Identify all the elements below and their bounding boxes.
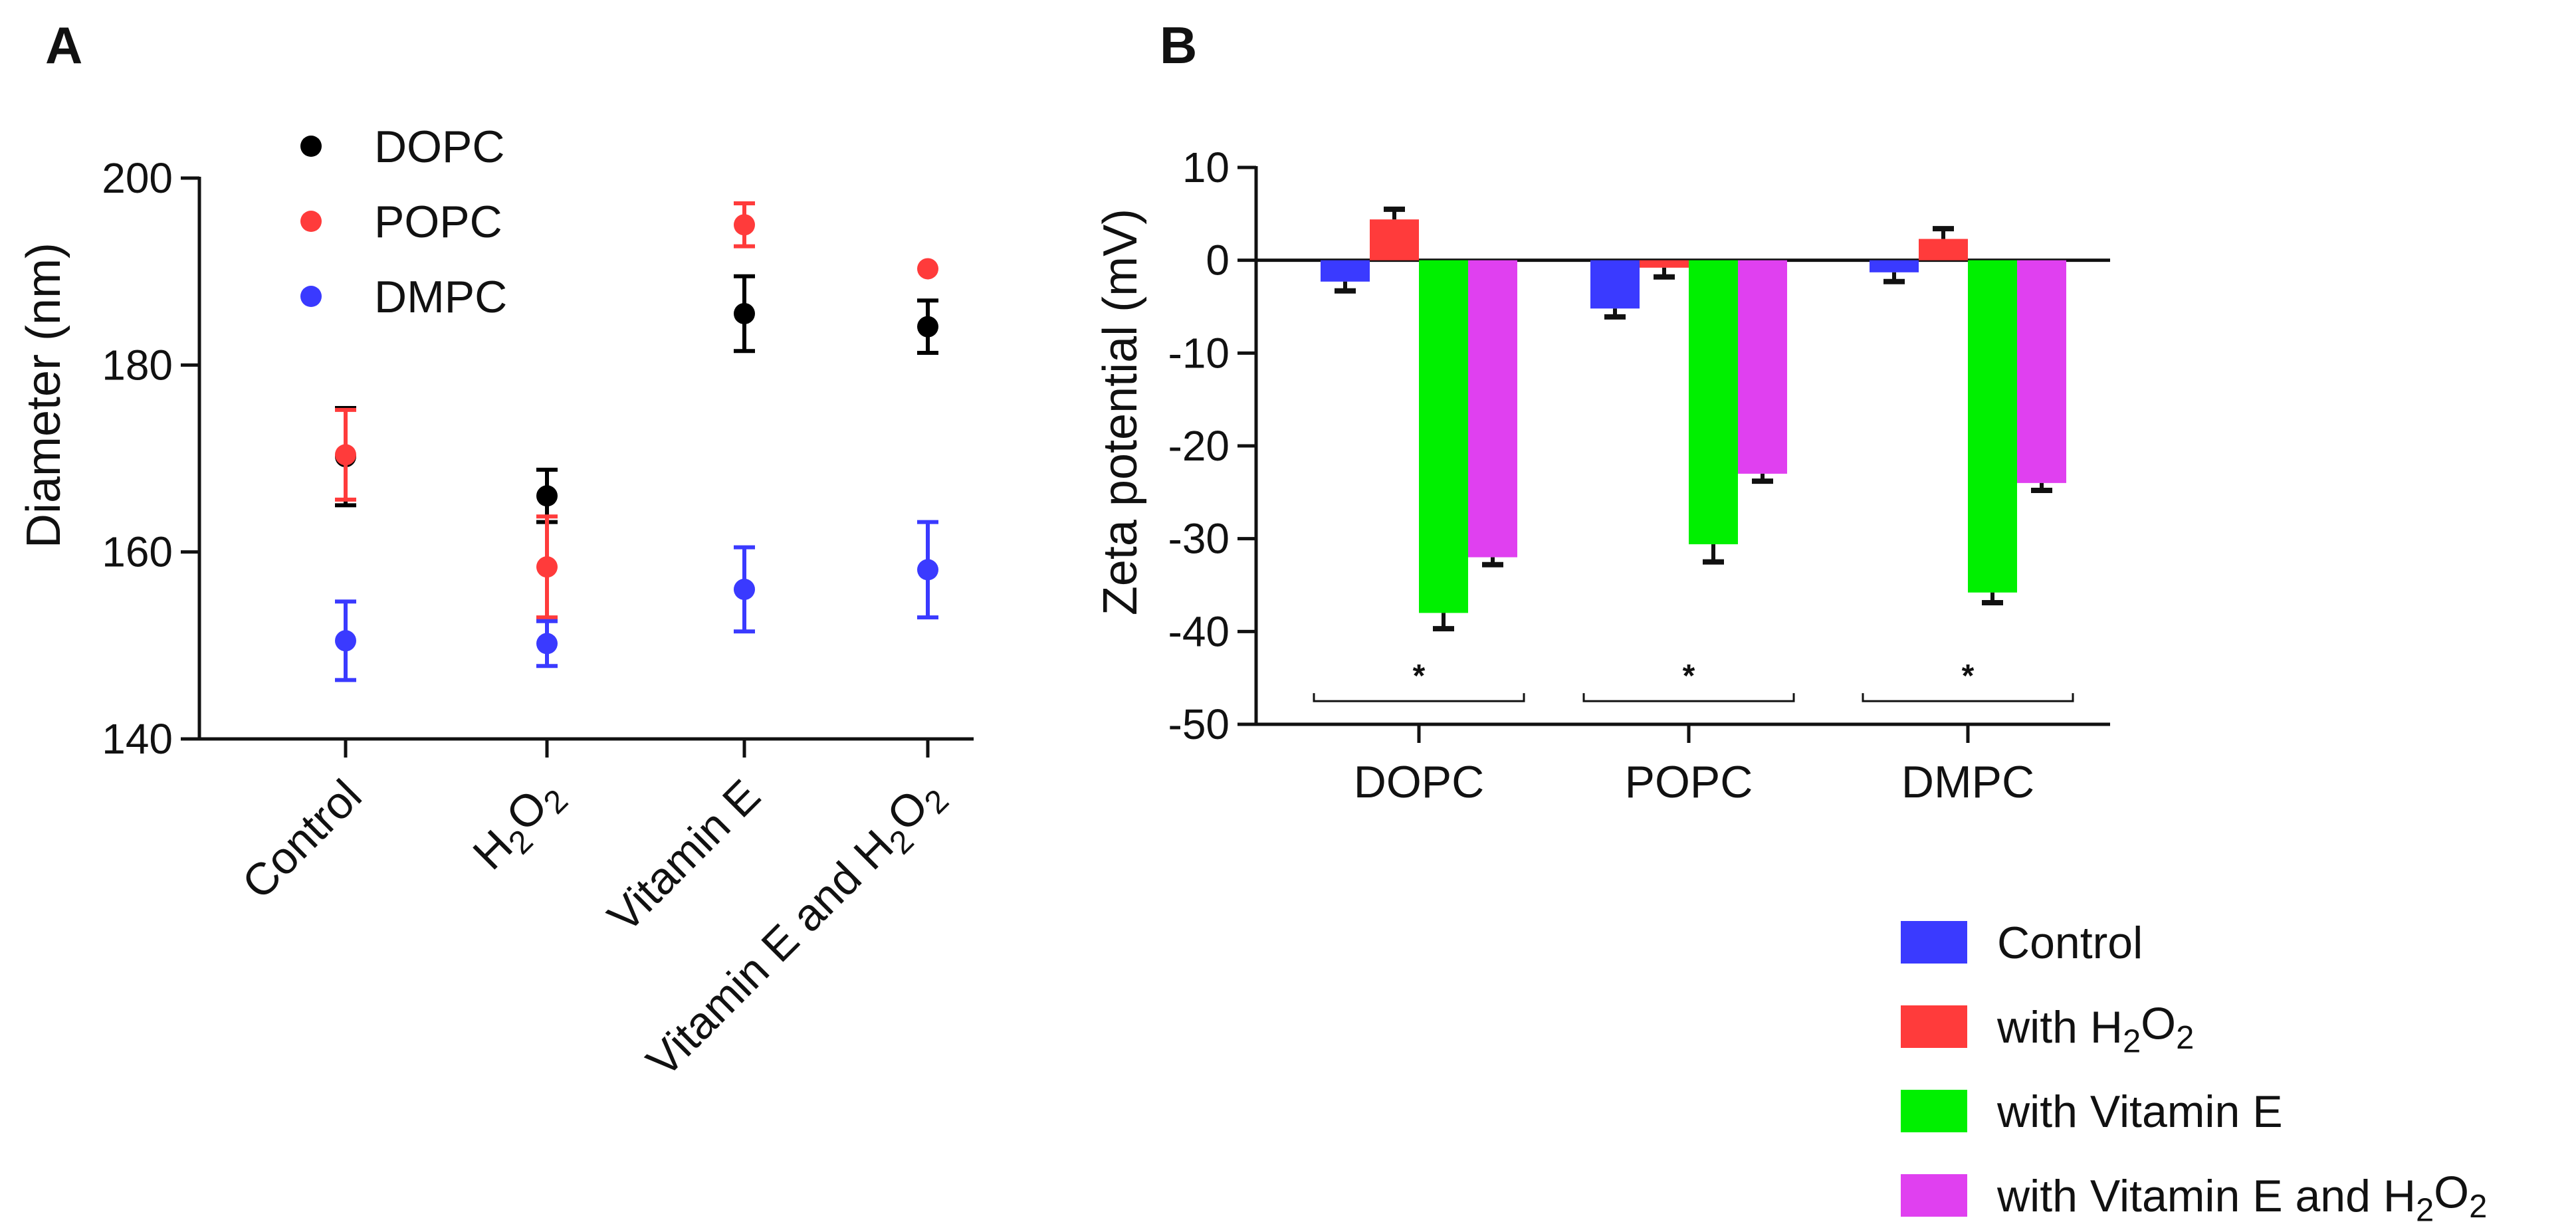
panel-b-x-tick-label: POPC: [1625, 757, 1753, 807]
panel-b-y-tick-label: 10: [1182, 144, 1230, 191]
panel-a-plot-area: 140 160 180 200 Control H2O2 Vitamin EVitamin …: [102, 154, 974, 1092]
panel-a-point-dmpc: [734, 578, 755, 600]
panel-a-legend-label: DMPC: [374, 272, 507, 322]
panel-a-x-tick-label: Control: [233, 770, 372, 909]
panel-a-point-popc: [536, 556, 558, 578]
panel-b-letter: B: [1160, 16, 1197, 74]
panel-a-legend-marker: [300, 136, 322, 157]
panel-a-point-dmpc: [335, 630, 356, 652]
panel-b-legend-swatch: [1901, 1005, 1967, 1048]
panel-a-x-tick-label: H2O2: [461, 767, 578, 884]
panel-b-significance-star: *: [1962, 659, 1975, 694]
panel-b-legend-label: Control: [1997, 918, 2143, 968]
panel-b-significance-bracket: [1313, 693, 1525, 702]
panel-b-bar: [1968, 260, 2017, 593]
panel-b-significance-star: *: [1683, 659, 1695, 694]
panel-b-legend-label: with Vitamin E and H2O2: [1996, 1167, 2487, 1226]
panel-a-point-popc: [734, 214, 755, 236]
panel-a-point-popc: [917, 258, 938, 280]
panel-b-y-tick-label: 0: [1206, 237, 1230, 284]
panel-a-legend-marker: [300, 211, 322, 232]
panel-a-point-dopc: [917, 316, 938, 338]
panel-a-x-tick-label: Vitamin E and H2O2: [634, 767, 958, 1092]
panel-a-y-tick-label: 140: [102, 715, 173, 763]
panel-b-legend-label: with H2O2: [1996, 998, 2194, 1059]
panel-b-y-tick-label: -50: [1168, 700, 1230, 748]
panel-a-y-tick-label: 180: [102, 341, 173, 389]
panel-b-x-tick-label: DOPC: [1354, 757, 1484, 807]
panel-b-bar: [1321, 260, 1370, 282]
panel-b-bar: [1689, 260, 1738, 545]
panel-b-bar: [1919, 239, 1968, 260]
panel-a-y-axis-title: Diameter (nm): [17, 243, 70, 548]
panel-a-y-tick-label: 160: [102, 528, 173, 576]
panel-a-legend-label: POPC: [374, 197, 502, 247]
panel-b-bar: [1738, 260, 1787, 474]
panel-a-point-dopc: [734, 302, 755, 324]
panel-b-significance-bracket: [1582, 693, 1795, 702]
panel-a-legend-marker: [300, 286, 322, 307]
panel-b-y-tick-label: -30: [1168, 515, 1230, 563]
panel-a-point-popc: [335, 444, 356, 466]
panel-b-significance-bracket: [1862, 693, 2074, 702]
panel-b-bar: [2017, 260, 2066, 483]
panel-b-legend: Control with H2O2 with Vitamin E with Vitam…: [1901, 918, 2487, 1226]
panel-b-bar: [1640, 260, 1689, 268]
panel-b-bar: [1370, 219, 1419, 260]
panel-a-legend: DOPC POPC DMPC: [300, 122, 507, 322]
panel-a-point-dmpc: [536, 633, 558, 655]
panel-b-legend-label: with Vitamin E: [1996, 1086, 2283, 1137]
panel-b-y-axis-title: Zeta potential (mV): [1094, 209, 1147, 615]
panel-b-y-tick-label: -40: [1168, 607, 1230, 655]
panel-a-point-dmpc: [917, 559, 938, 581]
panel-b-x-tick-label: DMPC: [1901, 757, 2034, 807]
panel-a-letter: A: [45, 16, 82, 74]
panel-b-bar: [1590, 260, 1640, 309]
panel-a-point-dopc: [536, 485, 558, 507]
panel-b-legend-swatch: [1901, 1090, 1967, 1132]
panel-b-bar: [1468, 260, 1517, 558]
panel-b-legend-swatch: [1901, 921, 1967, 964]
panel-b-y-tick-label: -10: [1168, 329, 1230, 377]
panel-b-zeta-chart: B Zeta potential (mV) 10 0 -10 -20 -30 -40 -50…: [1094, 16, 2487, 1226]
panel-b-bar: [1419, 260, 1468, 613]
panel-b-significance-star: *: [1413, 659, 1426, 694]
panel-b-legend-swatch: [1901, 1174, 1967, 1217]
panel-a-x-tick-label: Vitamin E: [598, 770, 770, 942]
panel-a-y-tick-label: 200: [102, 154, 173, 202]
panel-b-y-tick-label: -20: [1168, 422, 1230, 470]
panel-b-plot-area: 10 0 -10 -20 -30 -40 -50 DOPC * POPC * DMPC *: [1168, 144, 2110, 807]
panel-b-bar: [1870, 260, 1919, 272]
panel-a-legend-label: DOPC: [374, 122, 504, 172]
